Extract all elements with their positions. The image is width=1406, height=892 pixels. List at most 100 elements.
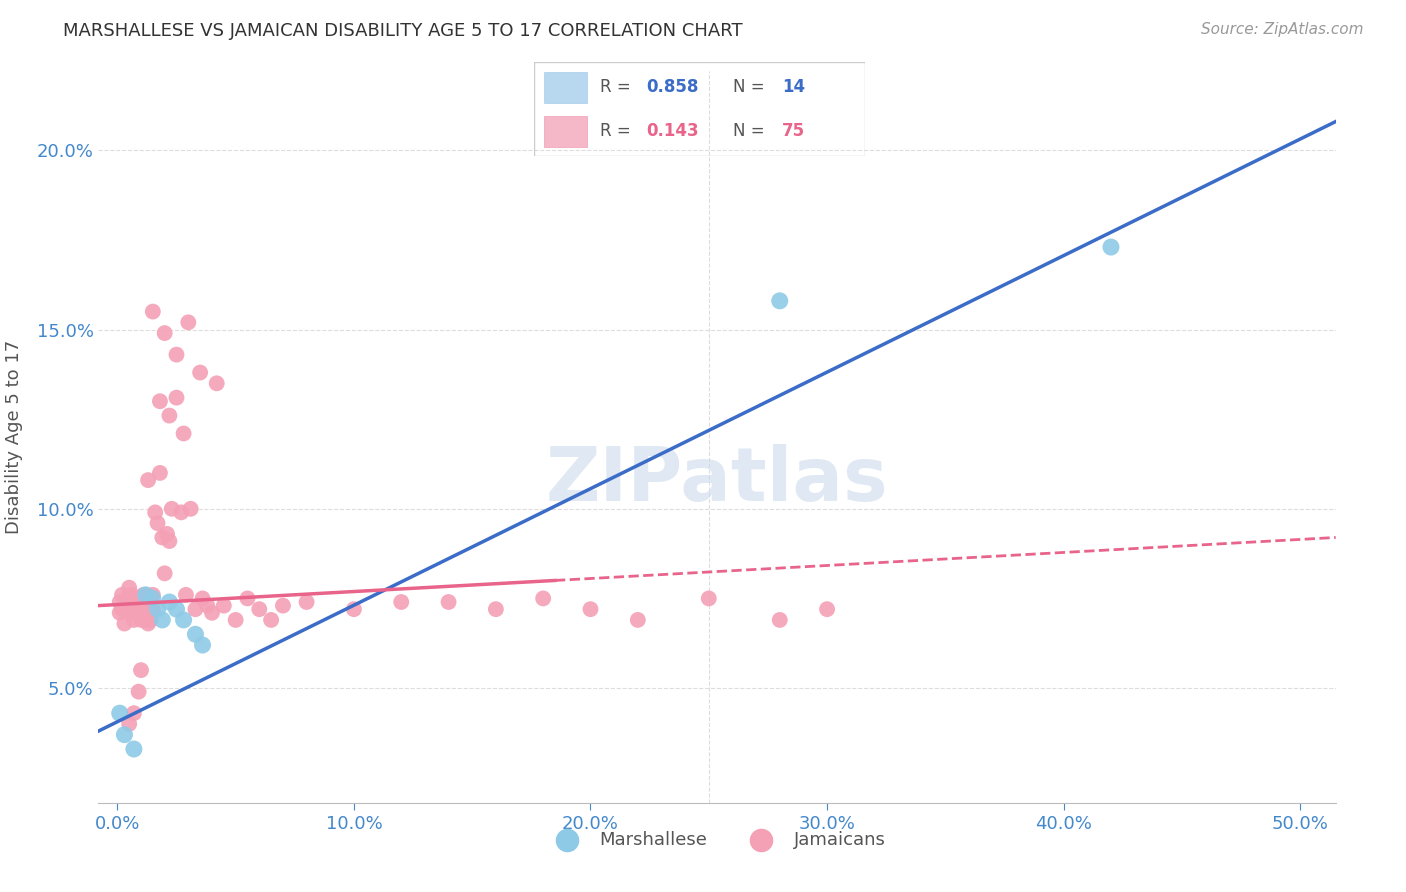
Point xyxy=(118,581,141,595)
Point xyxy=(139,613,162,627)
Point xyxy=(125,591,148,606)
Point xyxy=(627,613,650,627)
Point xyxy=(122,706,145,721)
Text: 75: 75 xyxy=(782,122,806,140)
Point xyxy=(485,602,508,616)
Point xyxy=(118,602,141,616)
Point xyxy=(160,501,183,516)
Point xyxy=(184,627,207,641)
Point xyxy=(153,566,176,581)
Point xyxy=(260,613,283,627)
Point xyxy=(173,613,195,627)
Point xyxy=(136,616,159,631)
Point xyxy=(115,599,138,613)
Point xyxy=(132,602,155,616)
Point xyxy=(184,602,207,616)
Point xyxy=(132,588,155,602)
Point xyxy=(212,599,235,613)
Point xyxy=(579,602,602,616)
Point xyxy=(146,516,169,530)
Point xyxy=(437,595,460,609)
Point xyxy=(271,599,294,613)
Point xyxy=(195,599,218,613)
Point xyxy=(174,588,197,602)
Point xyxy=(166,391,188,405)
Point xyxy=(121,588,143,602)
Point xyxy=(247,602,270,616)
Point xyxy=(114,616,136,631)
Point xyxy=(122,742,145,756)
Point xyxy=(108,595,131,609)
Point xyxy=(157,595,180,609)
Point xyxy=(122,613,145,627)
Text: 0.143: 0.143 xyxy=(647,122,699,140)
Point xyxy=(128,684,150,698)
Legend: Marshallese, Jamaicans: Marshallese, Jamaicans xyxy=(541,823,893,856)
Point xyxy=(149,466,172,480)
Point xyxy=(173,426,195,441)
Text: N =: N = xyxy=(733,122,769,140)
Point xyxy=(156,527,179,541)
Text: Source: ZipAtlas.com: Source: ZipAtlas.com xyxy=(1201,22,1364,37)
Point xyxy=(108,606,131,620)
Point xyxy=(146,602,169,616)
Point xyxy=(150,613,173,627)
Point xyxy=(136,473,159,487)
Point xyxy=(157,409,180,423)
Bar xyxy=(544,116,588,147)
Point xyxy=(295,595,318,609)
Point xyxy=(815,602,838,616)
Point xyxy=(111,588,134,602)
Point xyxy=(142,591,165,606)
Point xyxy=(166,602,188,616)
Point xyxy=(129,591,152,606)
Point xyxy=(170,505,193,519)
Point xyxy=(389,595,412,609)
Point xyxy=(150,531,173,545)
Text: 0.858: 0.858 xyxy=(647,78,699,96)
Y-axis label: Disability Age 5 to 17: Disability Age 5 to 17 xyxy=(4,340,22,534)
Point xyxy=(180,501,202,516)
Point xyxy=(118,717,141,731)
Point xyxy=(121,606,143,620)
Point xyxy=(108,706,131,721)
Point xyxy=(157,534,180,549)
Text: MARSHALLESE VS JAMAICAN DISABILITY AGE 5 TO 17 CORRELATION CHART: MARSHALLESE VS JAMAICAN DISABILITY AGE 5… xyxy=(63,22,742,40)
Point xyxy=(111,602,134,616)
Point xyxy=(142,602,165,616)
Text: R =: R = xyxy=(600,78,637,96)
Point xyxy=(191,591,214,606)
Point xyxy=(128,599,150,613)
Point xyxy=(188,366,211,380)
Point xyxy=(769,613,792,627)
Text: N =: N = xyxy=(733,78,769,96)
Point xyxy=(236,591,259,606)
Point xyxy=(129,613,152,627)
Point xyxy=(129,663,152,677)
Point xyxy=(769,293,792,308)
Point xyxy=(115,591,138,606)
Point xyxy=(166,348,188,362)
Point xyxy=(1099,240,1122,254)
Point xyxy=(135,613,157,627)
Text: R =: R = xyxy=(600,122,637,140)
Point xyxy=(697,591,720,606)
Text: ZIPatlas: ZIPatlas xyxy=(546,444,889,517)
Point xyxy=(343,602,366,616)
Point xyxy=(135,599,157,613)
Point xyxy=(201,606,224,620)
Point xyxy=(122,599,145,613)
Point xyxy=(191,638,214,652)
Point xyxy=(136,602,159,616)
Bar xyxy=(544,72,588,103)
Point xyxy=(143,505,166,519)
Point xyxy=(153,326,176,340)
Point xyxy=(149,394,172,409)
Point xyxy=(142,588,165,602)
Point xyxy=(531,591,554,606)
Point xyxy=(205,376,228,391)
Point xyxy=(142,304,165,318)
Point xyxy=(177,315,200,329)
Point xyxy=(225,613,247,627)
Point xyxy=(114,599,136,613)
